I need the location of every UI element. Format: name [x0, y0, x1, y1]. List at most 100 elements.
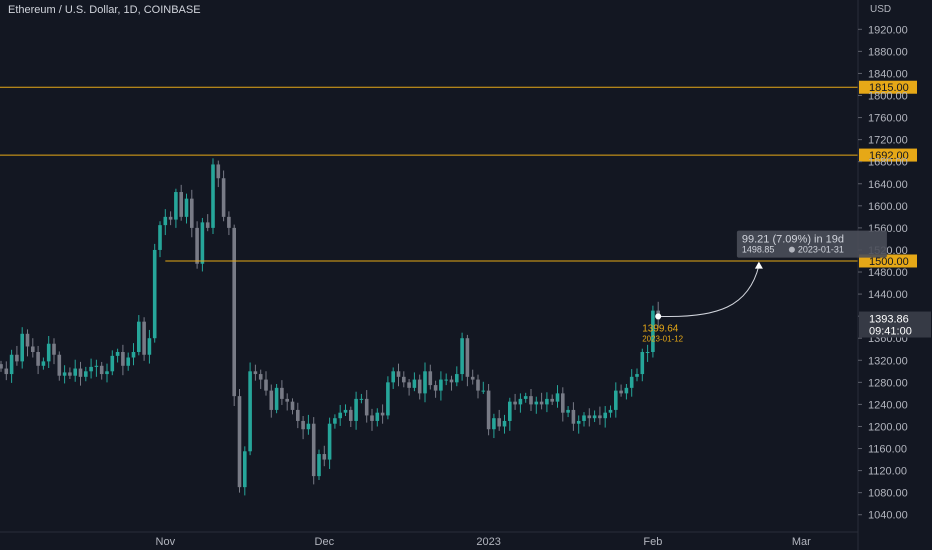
candle-body — [645, 352, 650, 353]
candle-body — [216, 164, 221, 179]
level-price-badge — [859, 254, 917, 268]
time-axis[interactable]: Nov Dec 2023 Feb Mar — [0, 531, 858, 548]
horizontal-level-lines[interactable]: 1815.00 1692.00 1500.00 — [0, 80, 917, 268]
price-axis-currency: USD — [870, 4, 891, 15]
candle-body — [296, 409, 300, 421]
candle-body — [624, 387, 629, 394]
candle-body — [105, 371, 109, 375]
projection-arrow-icon — [754, 261, 763, 269]
candle-body — [126, 357, 130, 366]
candle-body — [121, 352, 125, 366]
candle-body — [232, 227, 236, 397]
time-tick-label: 2023 — [476, 536, 500, 548]
candle-body — [359, 398, 364, 400]
candle-body — [465, 338, 470, 377]
candle-body — [280, 387, 284, 399]
projection-curve — [658, 265, 760, 318]
candle-body — [322, 454, 327, 460]
candle-body — [306, 423, 311, 430]
candle-body — [619, 390, 623, 394]
candle-body — [137, 321, 141, 352]
candle-body — [380, 412, 385, 416]
candle-body — [20, 333, 24, 362]
candle-body — [460, 338, 464, 375]
price-tick-label: 1280.00 — [868, 377, 908, 389]
candle-body — [168, 216, 173, 220]
price-tick-label: 1520.00 — [868, 245, 908, 257]
candle-body — [131, 352, 136, 358]
candle-body — [36, 352, 40, 366]
candle-body — [174, 192, 178, 220]
projection-start-date: 2023-01-12 — [642, 334, 683, 343]
candle-body — [253, 371, 258, 375]
candle-body — [31, 346, 35, 352]
current-price-badge — [859, 311, 931, 338]
candle-body — [84, 371, 88, 377]
candle-body — [444, 379, 448, 381]
candle-body — [492, 418, 496, 430]
price-tick-label: 1880.00 — [868, 46, 908, 58]
candle-body — [439, 379, 443, 391]
candle-body — [412, 379, 417, 388]
candle-body — [9, 354, 14, 375]
price-tick-label: 1080.00 — [868, 488, 908, 500]
candle-body — [534, 401, 539, 405]
candle-body — [142, 321, 146, 355]
candle-body — [396, 371, 401, 377]
candle-body — [0, 364, 3, 369]
price-tick-label: 1720.00 — [868, 135, 908, 147]
candle-body — [301, 420, 305, 430]
clock-icon — [788, 246, 795, 253]
candle-body — [375, 412, 380, 421]
candle-body — [349, 409, 353, 421]
candle-body — [651, 310, 655, 352]
candle-body — [190, 198, 194, 228]
candle-body — [15, 354, 19, 362]
level-price-badge — [859, 80, 917, 94]
candle-body — [502, 420, 507, 427]
candle-body — [571, 409, 576, 424]
candle-body — [561, 393, 565, 413]
candle-body — [99, 365, 104, 375]
candle-body — [508, 401, 512, 421]
price-tick-label: 1600.00 — [868, 201, 908, 213]
candle-body — [248, 371, 252, 452]
projection-target-price: 1498.85 — [742, 245, 775, 255]
level-price-label: 1500.00 — [869, 256, 909, 268]
candle-body — [205, 222, 210, 228]
candle-body — [603, 412, 607, 419]
candle-body — [94, 365, 99, 367]
candle-body — [417, 379, 422, 394]
candle-body — [428, 371, 433, 386]
candle-body — [582, 415, 586, 421]
projection-target-date: 2023-01-31 — [798, 245, 844, 255]
candle-body — [200, 222, 205, 264]
candle-body — [89, 366, 93, 372]
candle-body — [317, 454, 321, 477]
candle-body — [576, 420, 581, 424]
candle-body — [158, 225, 162, 250]
candle-body — [73, 368, 77, 376]
candle-body — [523, 396, 528, 399]
projection-change-label: 99.21 (7.09%) in 19d — [742, 234, 844, 246]
price-tick-label: 1240.00 — [868, 399, 908, 411]
candle-body — [343, 409, 348, 413]
candle-body — [518, 398, 523, 405]
price-axis[interactable]: USD 1920.00 1880.00 1840.00 1800.00 1760.00 17… — [857, 0, 931, 550]
candle-body — [163, 216, 168, 226]
price-tick-label: 1040.00 — [868, 510, 908, 522]
candle-body — [333, 418, 337, 424]
time-tick-label: Feb — [643, 536, 662, 548]
candle-body — [629, 376, 634, 388]
candle-body — [195, 227, 199, 264]
time-tick-label: Dec — [315, 536, 335, 548]
candle-body — [555, 393, 560, 402]
level-price-badge — [859, 148, 917, 162]
candle-body — [391, 371, 395, 383]
candle-body — [237, 396, 242, 488]
candle-body — [184, 198, 189, 217]
projection-info-box — [736, 230, 887, 258]
projection-start-dot — [655, 313, 662, 320]
